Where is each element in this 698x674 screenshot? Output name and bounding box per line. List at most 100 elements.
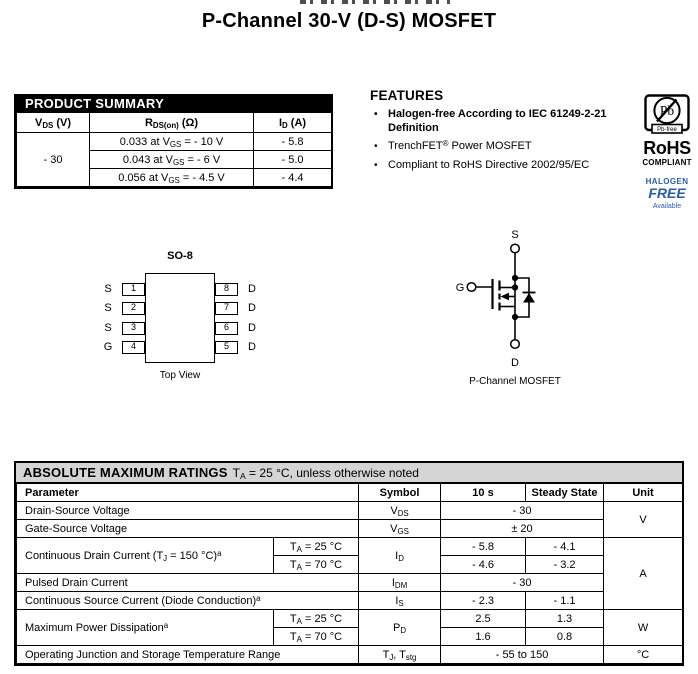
table-row: Drain-Source Voltage VDS - 30 V: [15, 501, 684, 538]
cell-parameter: Drain-Source Voltage: [15, 501, 360, 520]
table-row: Operating Junction and Storage Temperatu…: [15, 645, 684, 664]
compliance-badges: Pb Pb-free RoHS COMPLIANT HALOGEN FREE A…: [639, 94, 695, 210]
cell-condition: TA = 25 °C: [272, 537, 360, 556]
cell-unit: W: [603, 609, 684, 646]
table-row: Continuous Drain Current (TJ = 150 °C)a …: [16, 537, 684, 610]
cell-symbol: IS: [358, 591, 442, 610]
cell-value: - 30: [440, 573, 605, 592]
pin-function-label: D: [248, 283, 256, 295]
cell-unit: A: [603, 537, 684, 610]
cell-value: 2.5: [440, 609, 527, 628]
feature-item: • Compliant to RoHS Directive 2002/95/EC: [370, 159, 638, 173]
cell-id-value: - 4.4: [253, 168, 332, 187]
cell-value: - 55 to 150: [440, 645, 605, 664]
feature-text: TrenchFET® Power MOSFET: [388, 139, 532, 152]
table-row: 0.056 at VGS = - 4.5 V - 4.4: [17, 168, 332, 187]
abs-max-title-bar: ABSOLUTE MAXIMUM RATINGS TA = 25 °C, unle…: [16, 463, 682, 483]
absolute-maximum-ratings-table: ABSOLUTE MAXIMUM RATINGS TA = 25 °C, unle…: [14, 461, 684, 666]
pb-free-icon: Pb Pb-free: [644, 94, 690, 134]
svg-text:Pb-free: Pb-free: [657, 127, 677, 133]
pin-function-label: G: [103, 341, 113, 353]
cell-symbol: ID: [358, 537, 442, 574]
drain-label: D: [511, 357, 519, 369]
top-view-caption: Top View: [159, 370, 201, 381]
cell-unit: °C: [603, 645, 684, 664]
cell-id-value: - 5.8: [253, 132, 332, 151]
cropped-text-artifact: [300, 0, 450, 4]
pin-box: 3: [122, 322, 145, 335]
cell-parameter: Gate-Source Voltage: [15, 519, 360, 538]
package-body: [145, 273, 215, 363]
page-title: P-Channel 30-V (D-S) MOSFET: [201, 10, 497, 32]
bullet-icon: •: [374, 109, 378, 120]
feature-item: • TrenchFET® Power MOSFET: [370, 140, 638, 154]
cell-value: ± 20: [440, 519, 605, 538]
cell-parameter: Pulsed Drain Current: [15, 573, 360, 592]
mosfet-schematic-symbol: S G D: [456, 229, 536, 369]
pin-function-label: D: [248, 302, 256, 314]
halogen-label: HALOGEN: [645, 177, 689, 186]
table-row: - 30 0.033 at VGS = - 10 V - 5.8: [16, 132, 332, 187]
table-header-row: VDS (V) RDS(on) (Ω) ID (A): [16, 112, 332, 133]
product-summary-header: PRODUCT SUMMARY: [16, 96, 331, 112]
cell-value: 1.3: [525, 609, 605, 628]
cell-value: - 4.1: [525, 537, 605, 556]
col-header-steady-state: Steady State: [525, 483, 605, 502]
gate-label: G: [456, 282, 465, 294]
cell-value: - 3.2: [525, 555, 605, 574]
col-header-symbol: Symbol: [358, 483, 442, 502]
bullet-icon: •: [374, 159, 378, 171]
rohs-compliant-label: COMPLIANT: [642, 158, 692, 167]
pin-function-label: S: [104, 283, 112, 295]
pin-function-label: S: [104, 302, 112, 314]
feature-item: • Halogen-free According to IEC 61249-2-…: [370, 108, 638, 135]
cell-condition: TA = 25 °C: [272, 609, 360, 628]
source-terminal: [509, 243, 521, 254]
col-header-parameter: Parameter: [15, 483, 360, 502]
pin-box: 5: [215, 341, 238, 354]
cell-condition: TA = 70 °C: [272, 627, 360, 646]
cell-symbol: VGS: [358, 519, 442, 538]
col-header-unit: Unit: [603, 483, 684, 502]
mosfet-symbol-caption: P-Channel MOSFET: [469, 376, 561, 387]
table-row: 0.043 at VGS = - 6 V - 5.0: [17, 150, 332, 169]
cell-value: 0.8: [525, 627, 605, 646]
cell-parameter: Maximum Power Dissipationa: [16, 609, 274, 646]
table-row: TA = 70 °C 1.6 0.8: [17, 627, 683, 646]
features-section: FEATURES • Halogen-free According to IEC…: [370, 88, 638, 172]
halogen-free-label: FREE: [648, 185, 686, 201]
table-row: Continuous Source Current (Diode Conduct…: [15, 591, 683, 610]
cell-value: - 2.3: [440, 591, 527, 610]
available-label: Available: [652, 203, 682, 211]
cell-symbol: VDS: [358, 501, 442, 520]
body-diode-icon: [523, 293, 535, 303]
pin-function-label: D: [248, 322, 256, 334]
cell-value: - 30: [440, 501, 605, 520]
pin-box: 6: [215, 322, 238, 335]
cell-condition: TA = 70 °C: [272, 555, 360, 574]
abs-max-title: ABSOLUTE MAXIMUM RATINGS: [23, 465, 228, 480]
abs-max-condition: TA = 25 °C, unless otherwise noted: [232, 466, 419, 482]
cell-value: - 1.1: [525, 591, 605, 610]
cell-parameter: Operating Junction and Storage Temperatu…: [15, 645, 360, 664]
pin-box: 4: [122, 341, 145, 354]
table-row: Pulsed Drain Current IDM - 30: [15, 573, 683, 592]
col-header-10s: 10 s: [440, 483, 527, 502]
cell-unit: V: [603, 501, 684, 538]
cell-id-value: - 5.0: [253, 150, 332, 169]
col-header-vds: VDS (V): [16, 112, 90, 133]
drain-terminal: [509, 338, 521, 350]
col-header-id: ID (A): [253, 112, 332, 133]
cell-value: 1.6: [440, 627, 527, 646]
cell-parameter: Continuous Source Current (Diode Conduct…: [15, 591, 360, 610]
cell-symbol: IDM: [358, 573, 442, 592]
cell-rds-value: 0.043 at VGS = - 6 V: [89, 150, 254, 169]
feature-text: Halogen-free According to IEC 61249-2-21…: [388, 108, 607, 134]
cell-parameter: Continuous Drain Current (TJ = 150 °C)a: [16, 537, 274, 574]
bullet-icon: •: [374, 141, 378, 152]
package-name: SO-8: [167, 250, 193, 262]
features-heading: FEATURES: [370, 88, 444, 103]
pin-function-label: D: [248, 341, 256, 353]
source-label: S: [511, 229, 518, 241]
pin-function-label: S: [104, 322, 112, 334]
